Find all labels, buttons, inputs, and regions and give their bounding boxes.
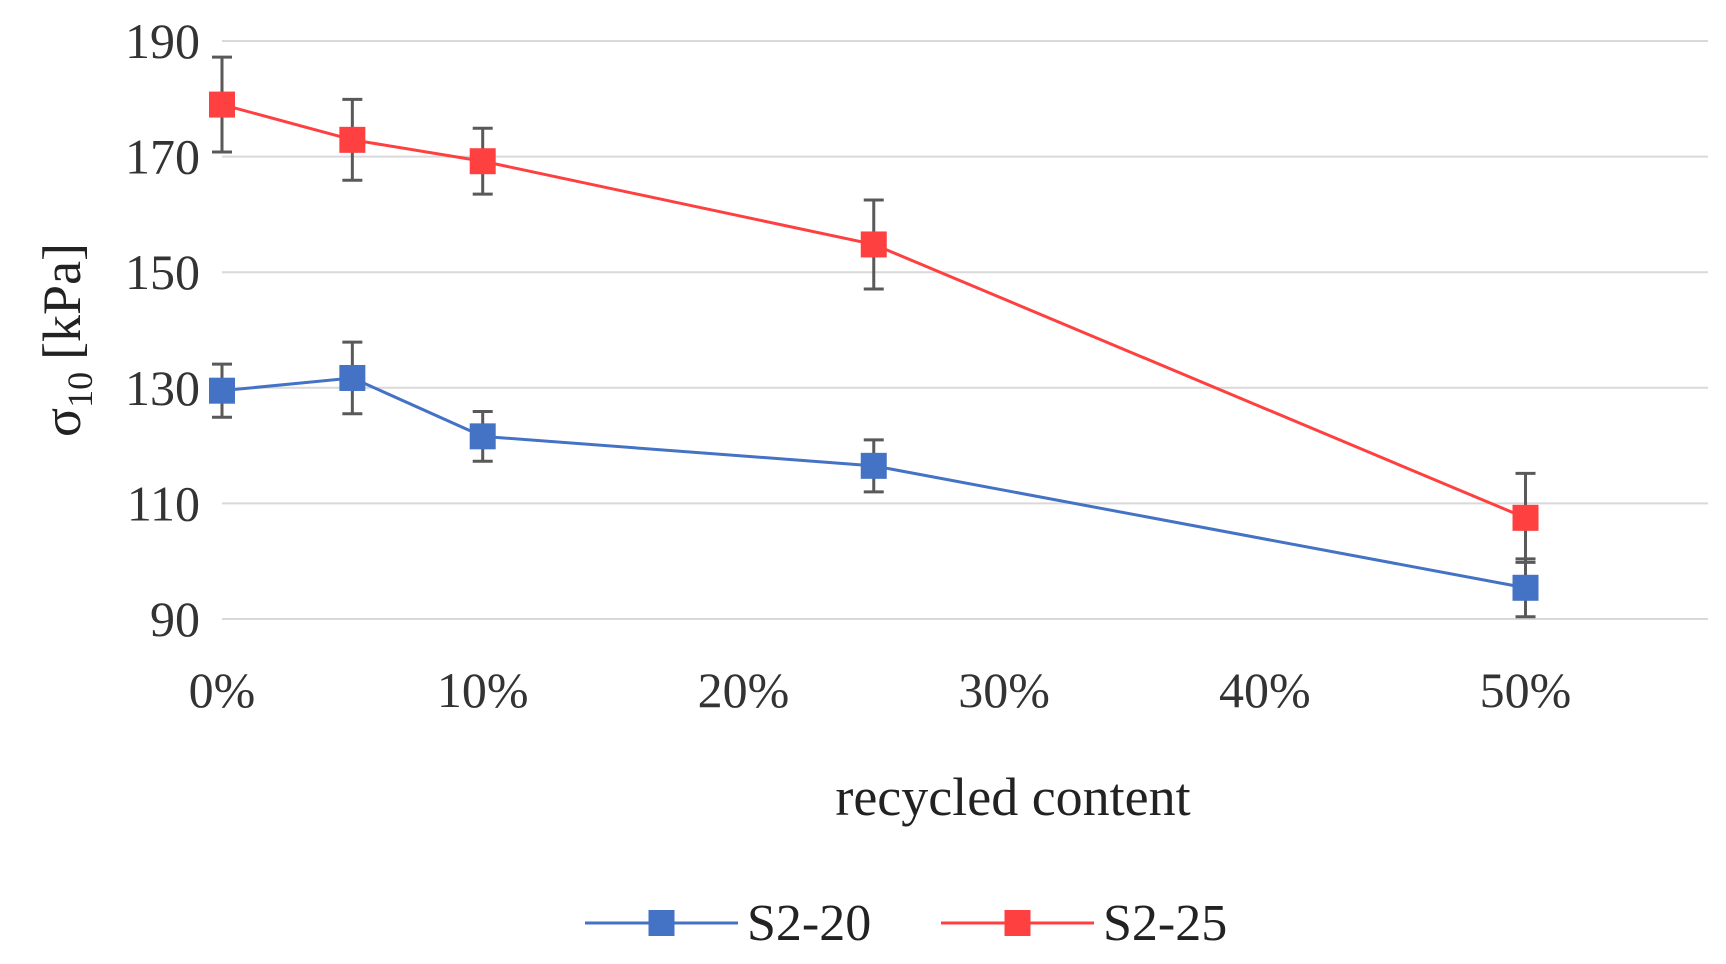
x-tick-label: 40%: [1219, 662, 1311, 718]
data-point: [469, 148, 496, 175]
y-tick-label: 150: [125, 244, 200, 300]
y-tick-label: 90: [150, 591, 200, 647]
legend-marker: [1004, 910, 1031, 936]
x-tick-label: 30%: [958, 662, 1050, 718]
data-point: [209, 377, 235, 404]
legend: S2-20 S2-25: [585, 895, 1227, 952]
data-point: [1512, 574, 1539, 601]
y-tick-label: 170: [125, 129, 200, 185]
gridlines: [222, 40, 1708, 620]
legend-marker: [648, 910, 675, 936]
axes: 90 110 130 150 170 190 0% 10% 20% 30% 40% 50%: [125, 13, 1571, 718]
x-tick-label: 0%: [189, 662, 256, 718]
data-point: [339, 364, 366, 391]
x-tick-label: 50%: [1480, 662, 1572, 718]
y-axis-title: σ10 [kPa]: [32, 243, 100, 437]
legend-label: S2-25: [1103, 895, 1227, 952]
series-group: [209, 55, 1539, 619]
y-axis-subscript: 10: [60, 372, 100, 408]
x-tick-label: 10%: [437, 662, 529, 718]
legend-label: S2-20: [747, 895, 871, 952]
data-point: [209, 91, 235, 118]
x-tick-label: 20%: [698, 662, 790, 718]
y-tick-label: 130: [125, 360, 200, 416]
data-point: [469, 423, 496, 450]
y-axis-symbol: σ: [32, 408, 92, 437]
x-axis-title: recycled content: [835, 767, 1190, 827]
y-tick-label: 190: [125, 13, 200, 69]
legend-item-s2-20: S2-20: [585, 895, 871, 952]
data-point: [1512, 504, 1539, 531]
series-s2-20: [209, 340, 1539, 619]
data-point: [860, 452, 887, 479]
legend-item-s2-25: S2-25: [941, 895, 1227, 952]
y-axis-unit: [kPa]: [32, 243, 92, 360]
data-point: [860, 231, 887, 258]
series-s2-25: [209, 55, 1539, 564]
y-tick-label: 110: [127, 475, 200, 531]
data-point: [339, 126, 366, 153]
